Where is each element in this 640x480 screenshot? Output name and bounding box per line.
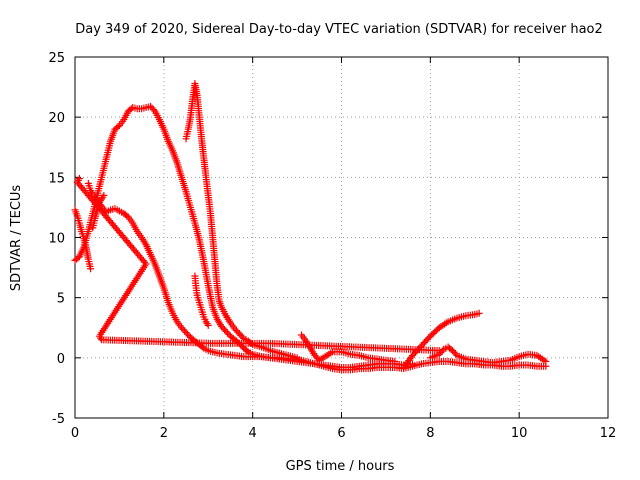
x-tick-labels: 0 2 4 6 8 10 12 [71,426,616,441]
series-arc-sharp-spike [182,79,301,362]
series-arc-spike-tail [191,272,212,329]
y-axis-label: SDTVAR / TECUs [9,185,24,292]
data-point [420,339,428,347]
data-point [182,329,190,337]
data-point [409,351,417,359]
x-tick-label: 0 [71,426,79,441]
data-point [237,341,245,349]
data-point [234,328,242,336]
data-point [475,309,483,317]
data-point [114,123,122,131]
y-tick-label: 5 [57,292,65,307]
data-point [243,347,251,355]
data-point [419,340,427,348]
y-tick-label: 25 [48,51,65,66]
series-outliers [73,175,443,355]
data-point [222,327,230,335]
data-point [450,348,458,356]
data-point [425,334,433,342]
data-point [204,321,212,329]
data-point [293,354,301,362]
y-tick-label: 10 [48,232,65,247]
data-point [231,325,239,333]
series-arc-early-peak [71,206,95,273]
data-point [181,327,189,335]
data-marks [71,79,550,374]
plot-frame [74,56,609,419]
x-tick-label: 10 [511,426,528,441]
data-point [235,330,243,338]
data-point [127,105,135,113]
data-point [311,351,319,359]
data-point [221,326,229,334]
data-point [449,347,457,355]
data-point [410,350,418,358]
data-point [542,357,550,365]
y-tick-label: 20 [48,111,65,126]
x-tick-label: 8 [426,426,434,441]
series-arc-late-wiggle [426,343,550,367]
data-point [184,330,192,338]
x-tick-label: 4 [249,426,257,441]
data-point [87,265,95,273]
x-tick-label: 12 [600,426,617,441]
series-arc-mid-bump [298,331,399,365]
y-tick-label: 0 [57,352,65,367]
data-point [178,324,186,332]
data-point [452,350,460,358]
data-point [238,333,246,341]
data-point [237,331,245,339]
data-point [435,347,443,355]
data-point [391,357,399,365]
x-tick-label: 6 [337,426,345,441]
data-point [149,106,157,114]
data-point [147,102,155,110]
x-axis-label: GPS time / hours [286,459,395,474]
data-point [423,335,431,343]
data-point [218,323,226,331]
x-tick-label: 2 [160,426,168,441]
data-point [422,337,430,345]
chart-title: Day 349 of 2020, Sidereal Day-to-day VTE… [75,22,603,37]
data-point [223,329,231,337]
data-point [100,191,108,199]
y-tick-labels: -5 0 5 10 15 20 25 [48,51,65,427]
data-point [148,104,156,112]
data-point [219,324,227,332]
data-point [232,327,240,335]
data-point [179,325,187,333]
data-point [123,212,131,220]
y-tick-label: -5 [52,412,65,427]
y-tick-label: 15 [48,171,65,186]
data-point [312,353,320,361]
